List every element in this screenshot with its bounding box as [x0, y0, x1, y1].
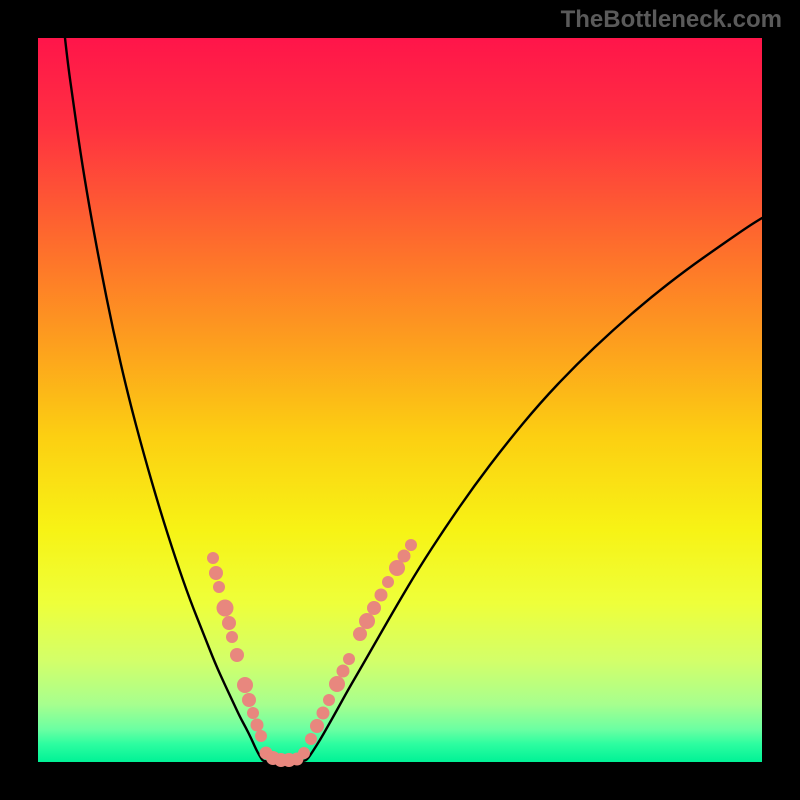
plot-gradient-background — [38, 38, 762, 762]
chart-container: TheBottleneck.com — [0, 0, 800, 800]
watermark-text: TheBottleneck.com — [561, 6, 782, 34]
